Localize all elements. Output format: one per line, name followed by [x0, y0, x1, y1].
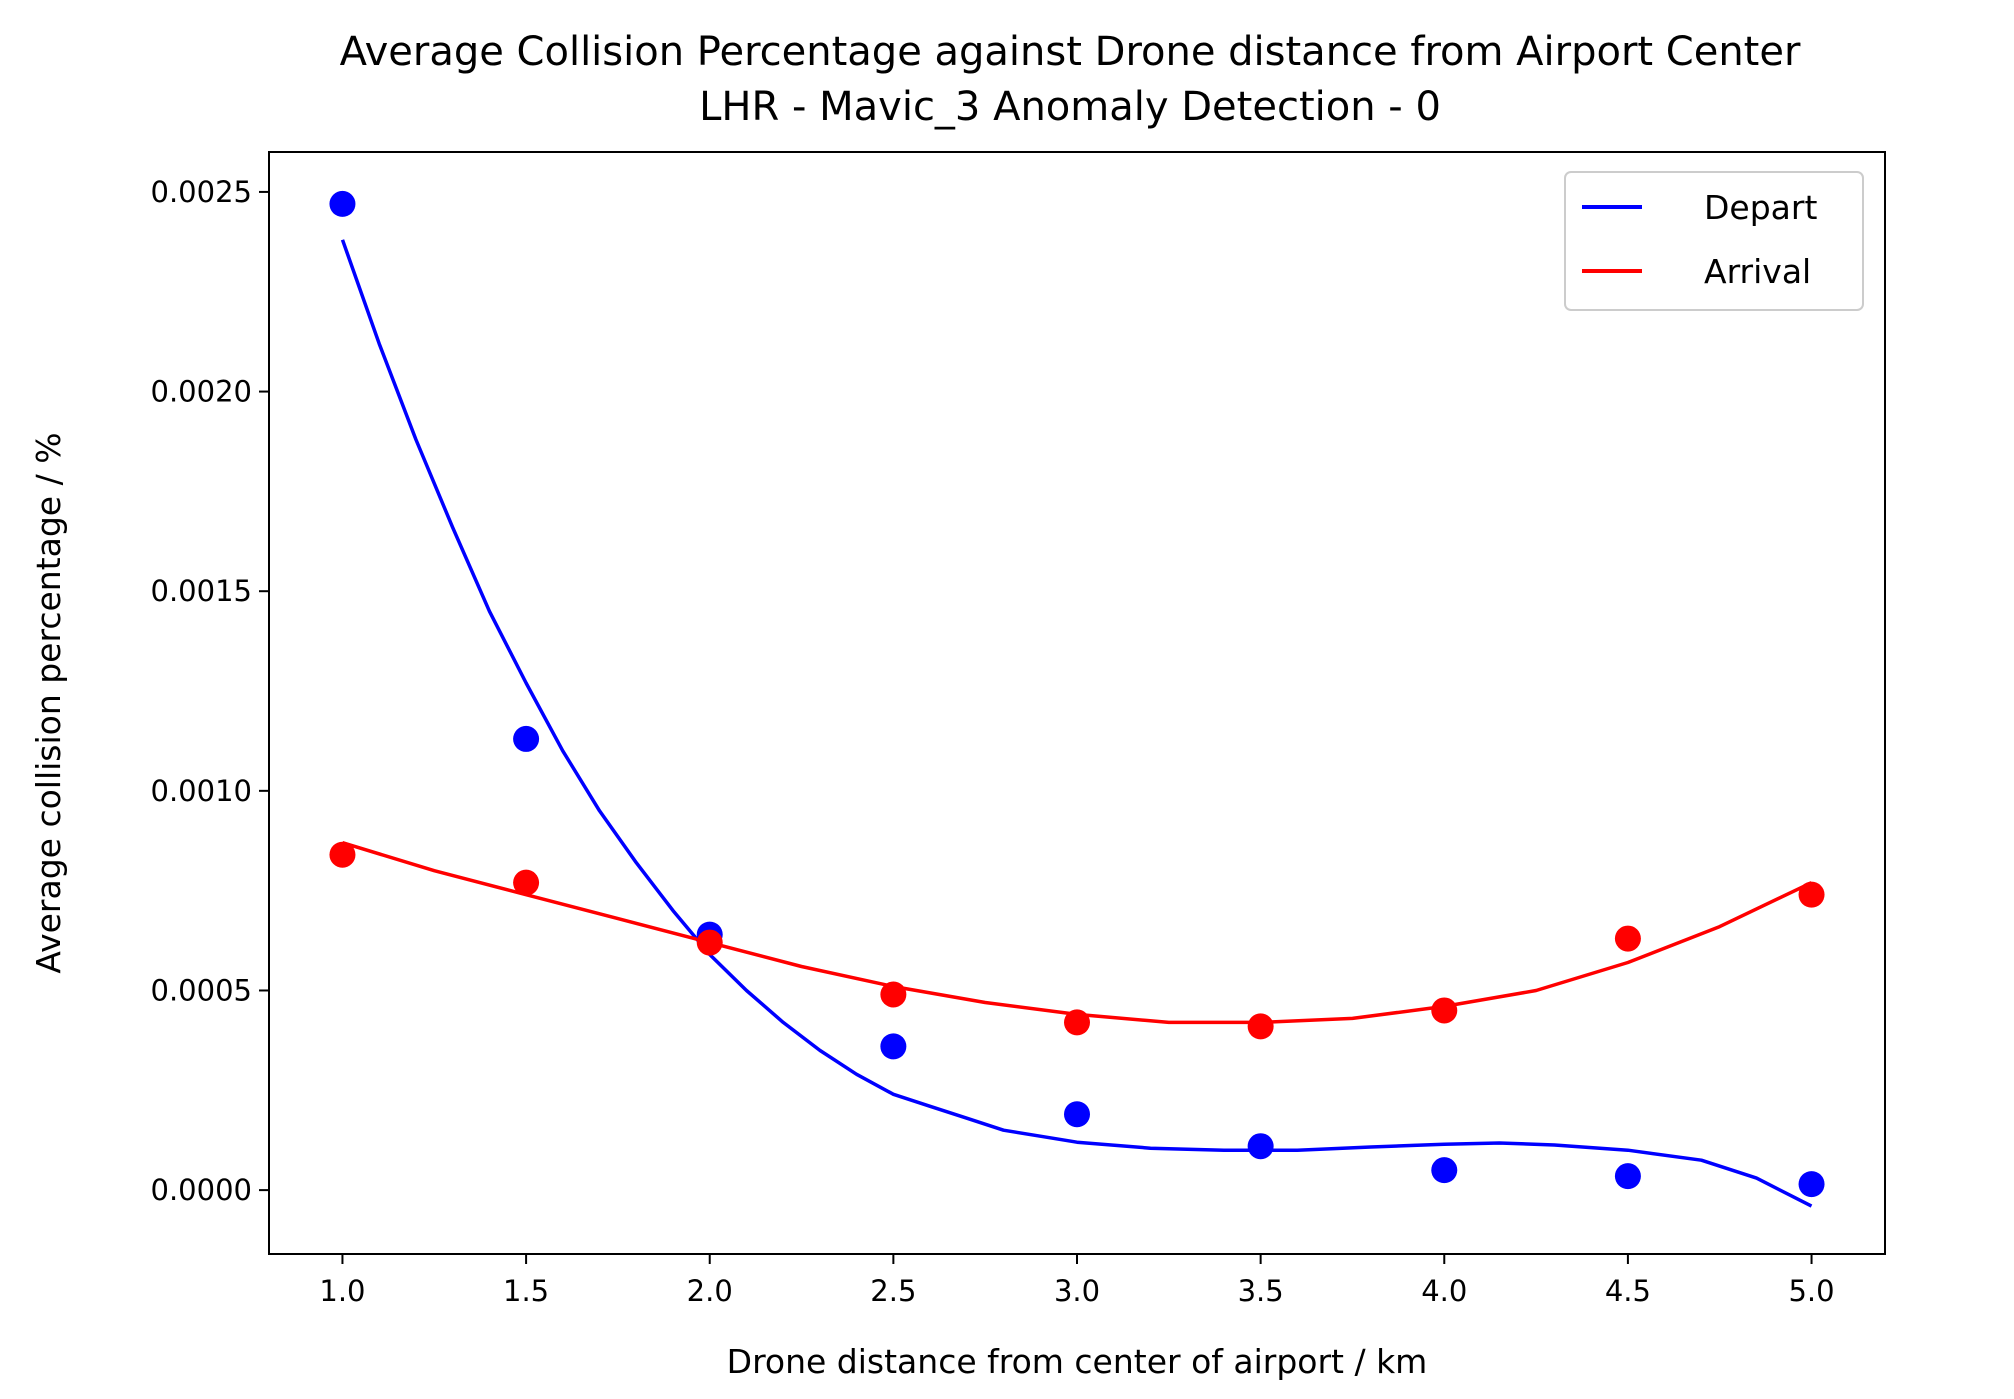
data-point-arrival	[880, 981, 907, 1008]
x-tick-label: 2.0	[687, 1274, 733, 1308]
plot-frame	[268, 151, 1886, 1255]
data-point-arrival	[1431, 997, 1458, 1024]
data-point-arrival	[329, 841, 356, 868]
data-point-depart	[880, 1033, 907, 1060]
legend-label-depart: Depart	[1704, 188, 1817, 227]
fit-curve-arrival	[341, 841, 1813, 1025]
data-point-depart	[1798, 1171, 1825, 1198]
data-point-depart	[1247, 1133, 1274, 1160]
data-point-arrival	[513, 869, 540, 896]
data-point-arrival	[1064, 1009, 1090, 1036]
data-point-depart	[1064, 1101, 1090, 1128]
x-tick-label: 1.5	[503, 1274, 549, 1308]
fit-curve-depart	[340, 239, 1813, 1208]
data-point-arrival	[1247, 1013, 1274, 1040]
y-tick-label: 0.0020	[151, 375, 252, 409]
x-tick-label: 2.5	[870, 1274, 916, 1308]
y-tick-label: 0.0010	[151, 774, 252, 808]
y-tick-label: 0.0005	[151, 973, 252, 1007]
data-points	[329, 190, 1825, 1198]
data-point-depart	[1614, 1163, 1641, 1190]
chart-title: Average Collision Percentage against Dro…	[340, 29, 1801, 75]
data-point-depart	[1431, 1157, 1458, 1184]
x-tick-label: 3.0	[1054, 1274, 1100, 1308]
y-tick-label: 0.0000	[151, 1173, 252, 1207]
data-point-arrival	[696, 929, 723, 956]
y-tick-label: 0.0025	[151, 175, 252, 209]
y-axis: 0.0000 0.0005 0.0010 0.0015 0.0020 0.0025	[151, 175, 269, 1207]
x-axis: 1.0 1.5 2.0 2.5 3.0 3.5 4.0 4.5 5.0	[319, 1254, 1835, 1308]
x-tick-label: 5.0	[1788, 1274, 1834, 1308]
fit-curves	[340, 239, 1813, 1208]
x-axis-label: Drone distance from center of airport / …	[727, 1342, 1428, 1381]
data-point-depart	[513, 725, 540, 752]
x-tick-label: 4.5	[1605, 1274, 1651, 1308]
x-tick-label: 3.5	[1238, 1274, 1284, 1308]
data-point-arrival	[1614, 925, 1641, 952]
x-tick-label: 4.0	[1421, 1274, 1467, 1308]
legend: Depart Arrival	[1564, 171, 1864, 311]
chart-subtitle: LHR - Mavic_3 Anomaly Detection - 0	[699, 84, 1441, 130]
data-point-arrival	[1798, 881, 1825, 908]
y-axis-label: Average collision percentage / %	[29, 432, 68, 973]
x-tick-label: 1.0	[319, 1274, 365, 1308]
y-tick-label: 0.0015	[151, 574, 252, 608]
data-point-depart	[329, 190, 356, 217]
legend-label-arrival: Arrival	[1704, 252, 1811, 291]
